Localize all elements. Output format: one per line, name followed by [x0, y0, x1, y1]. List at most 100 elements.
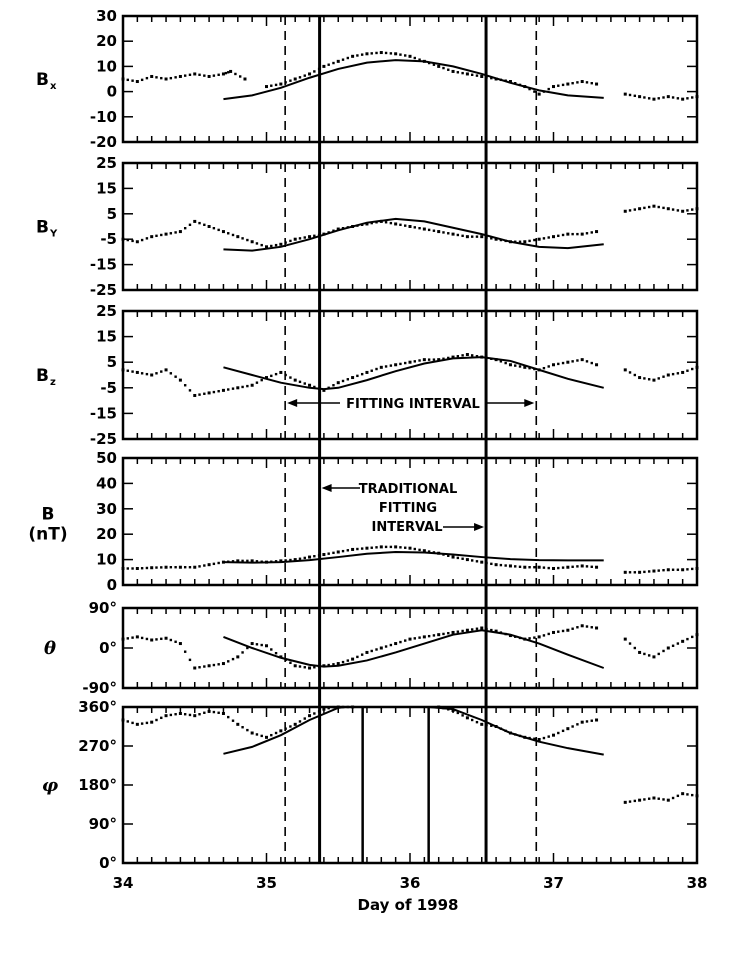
- observed-point: [236, 655, 240, 659]
- observed-point: [671, 208, 675, 211]
- observed-point: [265, 376, 268, 380]
- observed-point: [508, 240, 512, 244]
- observed-point: [647, 797, 651, 800]
- observed-point: [169, 232, 173, 235]
- observed-point: [671, 96, 675, 99]
- observed-point: [135, 722, 139, 726]
- observed-point: [322, 388, 326, 392]
- observed-point: [313, 385, 316, 389]
- observed-point: [178, 378, 182, 382]
- observed-point: [623, 92, 627, 96]
- observed-point: [499, 78, 503, 82]
- observed-point: [155, 718, 158, 722]
- observed-point: [576, 232, 579, 236]
- observed-point: [427, 358, 431, 361]
- observed-point: [174, 566, 177, 569]
- observed-point: [217, 228, 220, 232]
- observed-point: [686, 97, 689, 100]
- observed-point: [298, 665, 302, 668]
- observed-point: [246, 646, 249, 650]
- y-tick-label: 90°: [89, 815, 117, 833]
- observed-point: [676, 568, 680, 571]
- observed-point: [193, 666, 197, 670]
- observed-point: [289, 79, 292, 82]
- observed-point: [465, 353, 469, 357]
- observed-point: [643, 96, 646, 99]
- observed-point: [183, 226, 187, 230]
- observed-point: [174, 231, 177, 234]
- observed-point: [121, 637, 125, 641]
- observed-point: [227, 660, 230, 663]
- observed-point: [178, 230, 182, 234]
- observed-point: [404, 361, 407, 365]
- observed-point: [475, 627, 479, 630]
- observed-point: [394, 222, 398, 226]
- observed-point: [633, 799, 637, 803]
- observed-point: [327, 663, 330, 667]
- observed-point: [580, 720, 584, 724]
- observed-point: [465, 235, 469, 239]
- observed-point: [140, 78, 144, 82]
- observed-point: [652, 655, 656, 659]
- observed-point: [332, 61, 335, 65]
- observed-point: [542, 366, 546, 370]
- observed-point: [508, 80, 512, 84]
- panel-label: φ: [42, 775, 59, 796]
- observed-point: [126, 720, 129, 723]
- observed-point: [542, 237, 546, 240]
- observed-point: [203, 74, 206, 77]
- observed-point: [432, 634, 436, 637]
- observed-point: [633, 373, 637, 377]
- panel-frame: [121, 309, 699, 441]
- observed-point: [279, 729, 283, 733]
- observed-point: [576, 565, 579, 568]
- observed-point: [279, 655, 283, 659]
- observed-point: [547, 632, 550, 636]
- observed-point: [557, 731, 560, 735]
- observed-point: [193, 565, 197, 569]
- observed-point: [121, 566, 125, 570]
- observed-point: [394, 52, 398, 56]
- observed-point: [308, 383, 312, 387]
- observed-point: [212, 663, 216, 667]
- observed-point: [274, 243, 278, 247]
- fit-curve: [223, 706, 363, 755]
- observed-point: [183, 566, 187, 569]
- observed-point: [336, 59, 340, 63]
- observed-point: [234, 72, 237, 76]
- annotation-traditional-line2: FITTING: [379, 501, 437, 516]
- observed-point: [327, 386, 330, 389]
- observed-point: [427, 634, 431, 638]
- observed-point: [212, 390, 216, 394]
- observed-point: [576, 359, 579, 362]
- observed-point: [203, 711, 206, 714]
- observed-point: [241, 385, 244, 389]
- observed-point: [561, 629, 565, 633]
- observed-point: [523, 85, 527, 89]
- observed-point: [174, 375, 177, 378]
- observed-point: [508, 363, 512, 367]
- observed-point: [164, 232, 168, 236]
- observed-point: [561, 83, 565, 87]
- observed-point: [169, 76, 173, 80]
- observed-point: [336, 227, 340, 231]
- panel-by: -25 -15 -5 5 15 25 B Y: [36, 154, 699, 299]
- observed-point: [508, 564, 512, 568]
- observed-point: [499, 563, 503, 567]
- observed-point: [370, 546, 373, 549]
- y-tick-label: 20: [96, 525, 117, 543]
- observed-point: [126, 637, 129, 640]
- observed-point: [188, 223, 192, 227]
- observed-point: [303, 382, 306, 385]
- observed-point: [580, 232, 584, 236]
- observed-point: [188, 658, 192, 662]
- observed-point: [399, 362, 402, 366]
- observed-point: [590, 719, 593, 722]
- observed-point: [384, 221, 388, 224]
- observed-point: [313, 712, 316, 715]
- observed-point: [623, 800, 627, 804]
- observed-point: [528, 566, 531, 569]
- x-tick-label: 37: [543, 874, 564, 892]
- observed-point: [504, 361, 507, 365]
